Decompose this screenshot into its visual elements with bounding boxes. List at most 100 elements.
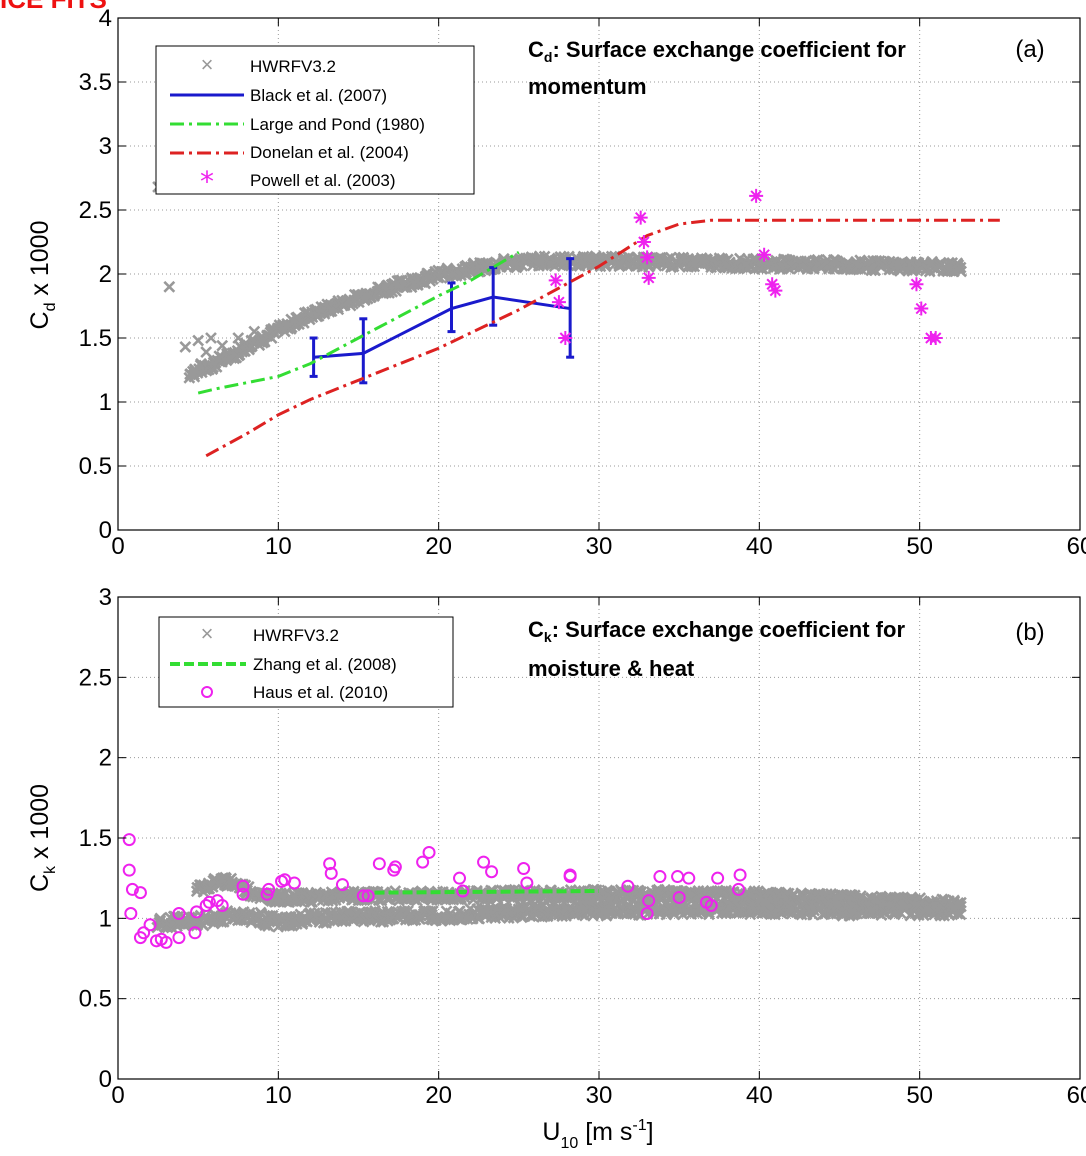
panel-b-haus-point [704,898,718,912]
panel-b-x-tick-label: 10 [265,1082,292,1109]
panel-a-y-tick-label: 2 [99,261,112,288]
panel-a-powell-point [558,331,573,345]
panel-a-hwrf-outlier [200,346,213,358]
panel-a-powell-point [914,301,929,316]
legend-label: Haus et al. (2010) [253,683,388,702]
panel-b-haus-point [323,857,337,871]
legend-marker-x: × [201,621,214,646]
panel-b-y-tick-label: 1.5 [79,825,112,852]
panel-a-y-axis-label: Cd x 1000 [26,221,59,330]
panel-b-haus-point [236,887,250,901]
panel-a-powell-point [749,188,764,203]
panel-a-hwrf-outlier [192,334,205,347]
panel-b-haus-point [124,907,138,921]
panel-a-annotation-line1: Cd: Surface exchange coefficient for [528,37,906,65]
panel-b-haus-point [372,857,386,871]
panel-a-hwrf-outlier [216,339,229,352]
panel-b-y-tick-label: 0.5 [79,986,112,1013]
panel-b-x-tick-label: 0 [111,1082,124,1109]
legend-label: Donelan et al. (2004) [250,143,409,162]
panel-b-haus-point [335,878,349,892]
panel-b-annotation-line1: Ck: Surface exchange coefficient for [528,617,905,645]
panel-b-x-tick-label: 20 [425,1082,452,1109]
panel-b-x-tick-label: 50 [906,1082,933,1109]
panel-a-x-tick-label: 30 [586,533,613,560]
panel-a-hwrf-point [953,263,966,276]
panel-b-haus-point [388,860,402,874]
panel-b-y-tick-label: 2.5 [79,664,112,691]
panel-b-x-tick-label: 60 [1067,1082,1086,1109]
panel-a-powell-point [551,295,566,310]
panel-a-large-line [197,250,520,395]
panel-a-powell-point [633,210,648,225]
panel-b-haus-point [416,855,430,869]
legend-item-haus: Haus et al. (2010) [201,683,388,702]
legend-label: Black et al. (2007) [250,86,387,105]
panel-b-haus-point [172,907,186,921]
panel-a-y-tick-label: 0 [99,517,112,544]
legend-item-hwrf: × HWRFV3.2 [201,52,336,77]
panel-b-haus-point [361,889,375,903]
legend-label: Powell et al. (2003) [250,171,396,190]
panel-b-haus-point [143,918,157,932]
panel-a-data [152,181,1000,458]
panel-b-haus-point [188,926,202,940]
panel-b-haus-point [422,845,436,859]
panel-b-haus-point [133,886,147,900]
legend-item-powell: * Powell et al. (2003) [200,165,396,198]
panel-b-haus-point [190,905,204,919]
panel-b-haus-point [122,863,136,877]
panel-a-powell-point [636,235,651,249]
panel-b-haus-point [125,882,139,896]
legend-label: Large and Pond (1980) [250,115,425,134]
legend-item-large-pond: Large and Pond (1980) [170,115,425,134]
panel-a-donelan-line [205,218,1000,458]
legend-marker-circle [201,686,213,698]
panel-b-haus-point [456,884,470,898]
panel-a-y-tick-label: 1 [99,389,112,416]
panel-b-hwrf-point [259,919,271,932]
panel-a-powell-point [928,331,943,345]
panel-a-y-tick-label: 0.5 [79,453,112,480]
panel-a-legend: × HWRFV3.2 Black et al. (2007) Large and… [155,45,475,198]
panel-a-hwrf-outlier [248,325,261,338]
panel-b-hwrf-point [952,900,965,913]
panel-b-haus-point [172,931,186,945]
panel-b-haus-point [563,868,577,882]
panel-b-y-tick-label: 2 [99,745,112,772]
panel-b-haus-point [356,889,370,903]
legend-label: HWRFV3.2 [253,626,339,645]
panel-b-haus-point [733,868,747,882]
legend-label: Zhang et al. (2008) [253,655,397,674]
panel-a-x-tick-label: 40 [746,533,773,560]
panel-a: 0 10 20 30 40 50 60 0 0.5 1 1.5 2 2.5 3 3.5 4 Cd x 1000… [26,5,1086,560]
panel-a-x-tick-label: 20 [425,533,452,560]
panel-a-powell-point [641,270,656,285]
panel-a-y-tick-label: 3.5 [79,69,112,96]
panel-b-y-axis-label: Ck x 1000 [26,784,59,892]
panel-b-haus-point [621,879,635,893]
legend-item-hwrf-b: × HWRFV3.2 [201,621,339,646]
panel-b-ticks: 0 10 20 30 40 50 60 0 0.5 1 1.5 2 2.5 3 [79,584,1086,1109]
panel-a-powell-point [909,277,924,292]
panel-a-powell-point [757,247,772,262]
panel-a-y-tick-label: 1.5 [79,325,112,352]
panel-a-powell-point [548,273,563,288]
panel-b-haus-point [520,876,534,890]
panel-a-hwrf-outlier [232,332,245,344]
panel-b-haus-point [653,870,667,884]
panel-b-data [122,833,967,949]
panel-a-powell-point [640,250,655,265]
panel-a-y-tick-label: 2.5 [79,197,112,224]
panel-b-haus-point [324,866,338,880]
panel-a-hwrf-outlier [256,335,269,348]
panel-b-x-tick-label: 40 [746,1082,773,1109]
panel-a-x-tick-label: 60 [1067,533,1086,560]
panel-a-legend-box [155,45,475,195]
panel-b-haus-point [287,876,301,890]
legend-label: HWRFV3.2 [250,57,336,76]
panel-a-annotation-line2: momentum [528,74,647,99]
panel-b-haus-point [122,833,136,847]
panel-b-haus-point [642,894,656,908]
